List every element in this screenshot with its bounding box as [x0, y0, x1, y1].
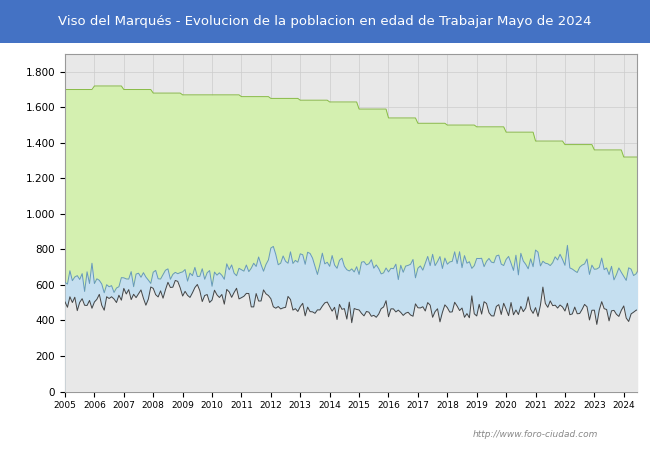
Text: http://www.foro-ciudad.com: http://www.foro-ciudad.com	[473, 430, 598, 439]
Text: Viso del Marqués - Evolucion de la poblacion en edad de Trabajar Mayo de 2024: Viso del Marqués - Evolucion de la pobla…	[58, 15, 592, 28]
